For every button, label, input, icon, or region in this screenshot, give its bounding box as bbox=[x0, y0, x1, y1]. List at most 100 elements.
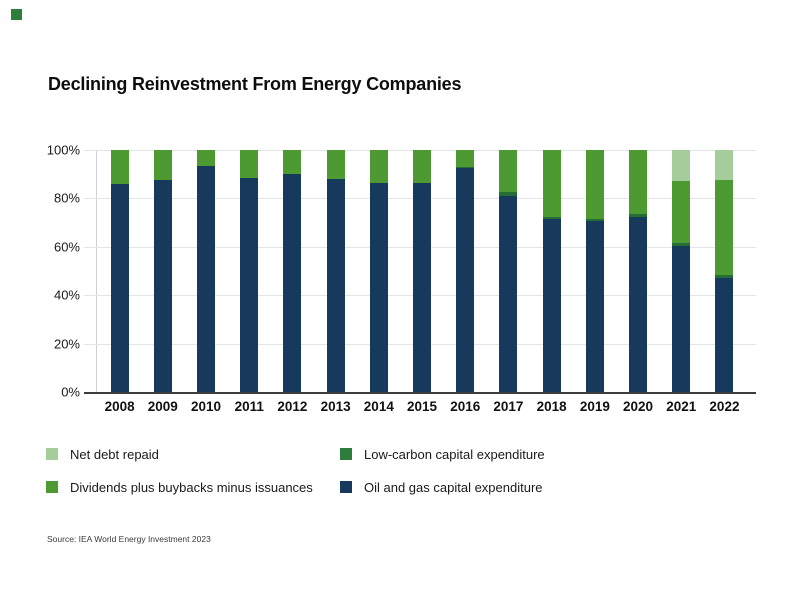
x-tick-label-2019: 2019 bbox=[579, 399, 610, 414]
bar-segment bbox=[153, 150, 172, 181]
legend-label: Low-carbon capital expenditure bbox=[364, 446, 545, 462]
bar-segment bbox=[499, 195, 518, 392]
x-tick-label-2012: 2012 bbox=[277, 399, 308, 414]
bar-segment bbox=[672, 245, 691, 392]
bar-segment bbox=[542, 150, 561, 217]
bar-cell-2016 bbox=[444, 150, 487, 392]
chart-legend: Net debt repaid Low-carbon capital expend… bbox=[46, 444, 545, 497]
legend-label: Dividends plus buybacks minus issuances bbox=[70, 479, 313, 495]
bar-cell-2011 bbox=[228, 150, 271, 392]
bar-segment bbox=[283, 174, 302, 392]
bar-cell-2010 bbox=[184, 150, 227, 392]
stacked-bar-2022 bbox=[715, 150, 734, 392]
x-tick-label-2018: 2018 bbox=[536, 399, 567, 414]
stacked-bar-2011 bbox=[240, 150, 259, 392]
stacked-bar-2008 bbox=[110, 150, 129, 392]
x-tick-label-2009: 2009 bbox=[147, 399, 178, 414]
bar-cell-2017 bbox=[487, 150, 530, 392]
y-tick-label: 0% bbox=[61, 384, 80, 400]
y-tick-label: 20% bbox=[53, 336, 80, 352]
bar-segment bbox=[197, 165, 215, 392]
bar-segment bbox=[326, 179, 345, 392]
stacked-bar-2019 bbox=[585, 150, 604, 392]
bar-segment bbox=[715, 274, 734, 279]
bar-segment bbox=[585, 221, 604, 392]
bar-segment bbox=[629, 216, 648, 392]
bar-segment bbox=[585, 150, 604, 219]
bar-segment bbox=[542, 218, 561, 392]
bar-cell-2019 bbox=[573, 150, 616, 392]
brand-mark bbox=[11, 9, 22, 20]
bar-segment bbox=[715, 278, 734, 392]
y-tick-label: 80% bbox=[53, 190, 80, 206]
x-tick-label-2017: 2017 bbox=[493, 399, 524, 414]
bar-cell-2009 bbox=[141, 150, 184, 392]
y-tick-label: 60% bbox=[53, 239, 80, 255]
bar-segment bbox=[715, 180, 734, 275]
legend-swatch bbox=[46, 481, 58, 493]
bar-cell-2012 bbox=[271, 150, 314, 392]
bar-segment bbox=[456, 150, 475, 167]
bar-segment bbox=[672, 243, 691, 246]
bar-cell-2013 bbox=[314, 150, 357, 392]
bar-segment bbox=[672, 150, 691, 182]
stacked-bar-2012 bbox=[283, 150, 302, 392]
legend-item: Dividends plus buybacks minus issuances bbox=[46, 477, 340, 497]
stacked-bar-2016 bbox=[456, 150, 475, 392]
bar-segment bbox=[456, 166, 475, 169]
bar-segment bbox=[369, 182, 388, 392]
x-axis-labels: 2008 2009 2010 2011 2012 2013 2014 2015 2016 2017… bbox=[96, 399, 756, 414]
bar-segment bbox=[110, 150, 129, 184]
bar-segment bbox=[153, 180, 172, 392]
bar-segment bbox=[240, 177, 259, 392]
legend-label: Net debt repaid bbox=[70, 446, 159, 462]
y-axis-labels: 100% 80% 60% 40% 20% 0% bbox=[0, 143, 80, 400]
x-tick-label-2015: 2015 bbox=[407, 399, 438, 414]
legend-item: Net debt repaid bbox=[46, 444, 340, 464]
bar-cell-2020 bbox=[616, 150, 659, 392]
bar-segment bbox=[499, 150, 518, 193]
plot-area bbox=[84, 150, 756, 394]
bar-segment bbox=[542, 216, 561, 219]
legend-item: Low-carbon capital expenditure bbox=[340, 444, 545, 464]
bar-segment bbox=[283, 150, 302, 175]
bar-segment bbox=[499, 192, 518, 196]
bar-cell-2018 bbox=[530, 150, 573, 392]
bars-row bbox=[96, 150, 756, 392]
legend-label: Oil and gas capital expenditure bbox=[364, 479, 543, 495]
stacked-bar-2021 bbox=[672, 150, 691, 392]
stacked-bar-2020 bbox=[629, 150, 648, 392]
stacked-bar-2018 bbox=[542, 150, 561, 392]
bar-segment bbox=[585, 218, 604, 222]
source-note: Source: IEA World Energy Investment 2023 bbox=[47, 534, 211, 544]
bar-segment bbox=[629, 214, 648, 217]
gridline-0 bbox=[84, 392, 756, 394]
y-tick-label: 100% bbox=[46, 142, 80, 158]
legend-swatch bbox=[46, 448, 58, 460]
bar-segment bbox=[240, 150, 259, 178]
x-tick-label-2011: 2011 bbox=[234, 399, 264, 414]
stacked-bar-2014 bbox=[369, 150, 388, 392]
y-axis-line bbox=[96, 150, 97, 392]
bar-cell-2021 bbox=[660, 150, 703, 392]
x-tick-label-2014: 2014 bbox=[363, 399, 394, 414]
x-tick-label-2008: 2008 bbox=[104, 399, 135, 414]
bar-segment bbox=[110, 183, 129, 392]
stacked-bar-2010 bbox=[197, 150, 215, 392]
bar-cell-2014 bbox=[357, 150, 400, 392]
x-tick-label-2010: 2010 bbox=[190, 399, 222, 414]
x-tick-label-2016: 2016 bbox=[450, 399, 481, 414]
legend-swatch bbox=[340, 448, 352, 460]
chart-title: Declining Reinvestment From Energy Compa… bbox=[48, 74, 462, 94]
x-tick-label-2020: 2020 bbox=[623, 399, 654, 414]
x-tick-label-2022: 2022 bbox=[709, 399, 740, 414]
bar-cell-2008 bbox=[98, 150, 141, 392]
bar-cell-2015 bbox=[400, 150, 443, 392]
stacked-bar-2009 bbox=[153, 150, 172, 392]
bar-segment bbox=[369, 150, 388, 183]
y-tick-label: 40% bbox=[53, 287, 80, 303]
legend-item: Oil and gas capital expenditure bbox=[340, 477, 545, 497]
x-tick-label-2021: 2021 bbox=[666, 399, 697, 414]
legend-swatch bbox=[340, 481, 352, 493]
bar-segment bbox=[456, 168, 475, 392]
